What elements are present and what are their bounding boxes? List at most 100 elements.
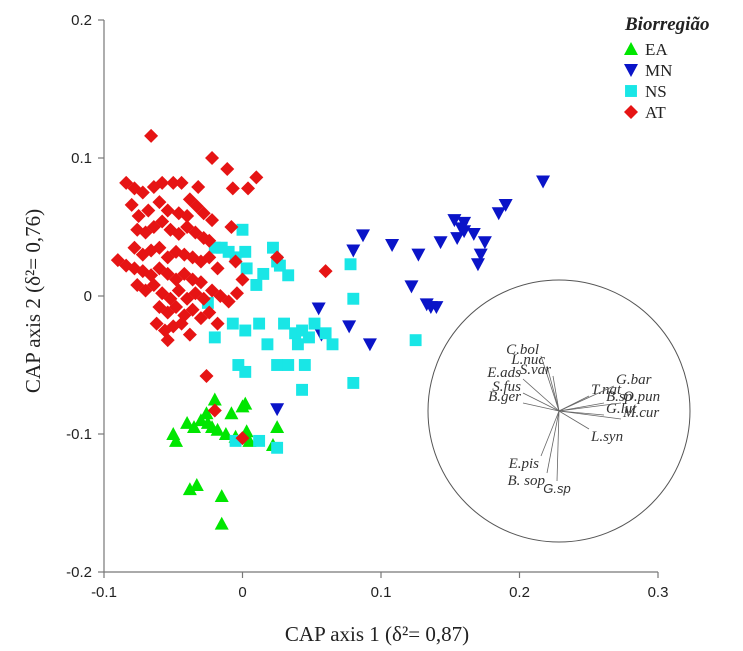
point-ea: [238, 396, 253, 410]
vector-label: B. sop: [508, 473, 546, 489]
point-at: [141, 203, 156, 218]
point-ns: [347, 376, 360, 389]
point-mn: [457, 225, 472, 239]
point-at: [174, 175, 189, 190]
point-mn: [355, 229, 370, 243]
point-at: [155, 214, 170, 229]
point-at: [127, 240, 142, 255]
point-at: [124, 197, 139, 212]
vector-line: [556, 410, 560, 482]
point-ns: [250, 279, 263, 291]
legend-label-at: AT: [645, 103, 666, 122]
point-mn: [450, 232, 465, 246]
vector-line: [522, 378, 560, 412]
point-mn: [385, 238, 400, 252]
point-at: [171, 226, 186, 241]
legend-marker-mn: [624, 64, 638, 77]
point-at: [193, 275, 208, 290]
point-mn: [311, 302, 326, 316]
vector-line: [522, 392, 560, 412]
point-at: [169, 300, 184, 315]
point-at: [210, 316, 225, 331]
vector-label: L.nuc: [510, 352, 545, 368]
point-mn: [429, 301, 444, 315]
x-axis-title: CAP axis 1 (δ²= 0,87): [285, 622, 469, 646]
point-ea: [214, 516, 229, 530]
vector-label: L.syn: [590, 429, 623, 445]
vector-line: [546, 410, 560, 474]
point-at: [241, 181, 256, 196]
point-ns: [229, 434, 242, 447]
point-mn: [270, 403, 285, 417]
vector-label: G.lut: [606, 401, 637, 417]
point-ns: [409, 334, 422, 347]
point-at: [249, 170, 264, 185]
series-at: [110, 128, 333, 446]
point-at: [220, 162, 235, 177]
point-ns: [257, 267, 270, 280]
legend-label-mn: MN: [645, 61, 672, 80]
point-at: [221, 294, 236, 309]
point-ea: [207, 392, 222, 406]
data-points: [110, 128, 551, 530]
vector-label: E.ads: [486, 365, 521, 381]
point-mn: [536, 175, 551, 189]
point-at: [207, 403, 222, 418]
vector-line: [540, 355, 560, 412]
point-mn: [491, 207, 506, 221]
x-tick-label: 0.2: [509, 584, 530, 601]
vector-label: C.bol: [506, 342, 539, 358]
x-tick-label: 0.3: [648, 584, 669, 601]
point-at: [135, 185, 150, 200]
vector-line: [546, 365, 560, 412]
point-ns: [347, 292, 360, 305]
point-at: [171, 283, 186, 298]
point-ns: [296, 383, 309, 396]
point-ns: [303, 331, 315, 344]
series-mn: [270, 175, 551, 417]
vector-label: S.fus: [492, 379, 521, 395]
x-tick-label: 0: [238, 584, 246, 601]
point-ns: [278, 317, 290, 330]
point-at: [202, 305, 217, 320]
point-ns: [240, 262, 253, 275]
vector-line: [558, 385, 615, 412]
point-at: [191, 179, 206, 194]
point-at: [199, 369, 214, 384]
series-ns: [201, 223, 422, 454]
point-at: [235, 431, 250, 446]
point-ns: [261, 338, 274, 351]
point-ns: [226, 317, 239, 330]
legend-marker-ns: [625, 85, 637, 97]
point-ns: [291, 338, 304, 351]
point-at: [149, 316, 164, 331]
point-ea: [189, 478, 204, 492]
point-mn: [457, 216, 472, 230]
point-ns: [208, 241, 221, 254]
point-ns: [215, 241, 228, 254]
vector-label: O.pun: [623, 389, 660, 405]
point-ns: [344, 258, 357, 271]
point-ea: [270, 420, 285, 434]
point-ns: [326, 338, 339, 351]
vector-line: [540, 410, 560, 457]
point-ns: [232, 359, 245, 371]
y-tick-label: 0.2: [71, 12, 92, 29]
point-at: [152, 240, 167, 255]
point-ea: [242, 433, 257, 447]
point-ns: [298, 359, 311, 371]
point-mn: [404, 280, 419, 294]
vector-label: M.cur: [622, 405, 659, 421]
point-ns: [296, 324, 309, 337]
point-at: [229, 286, 244, 301]
point-ns: [208, 331, 221, 344]
point-ea: [180, 415, 195, 429]
point-ns: [222, 245, 235, 258]
point-ns: [282, 269, 295, 282]
legend-marker-at: [624, 105, 638, 119]
point-ns: [267, 241, 279, 254]
point-mn: [470, 258, 485, 272]
vector-label: G.bar: [616, 372, 652, 388]
point-ns: [253, 317, 266, 330]
